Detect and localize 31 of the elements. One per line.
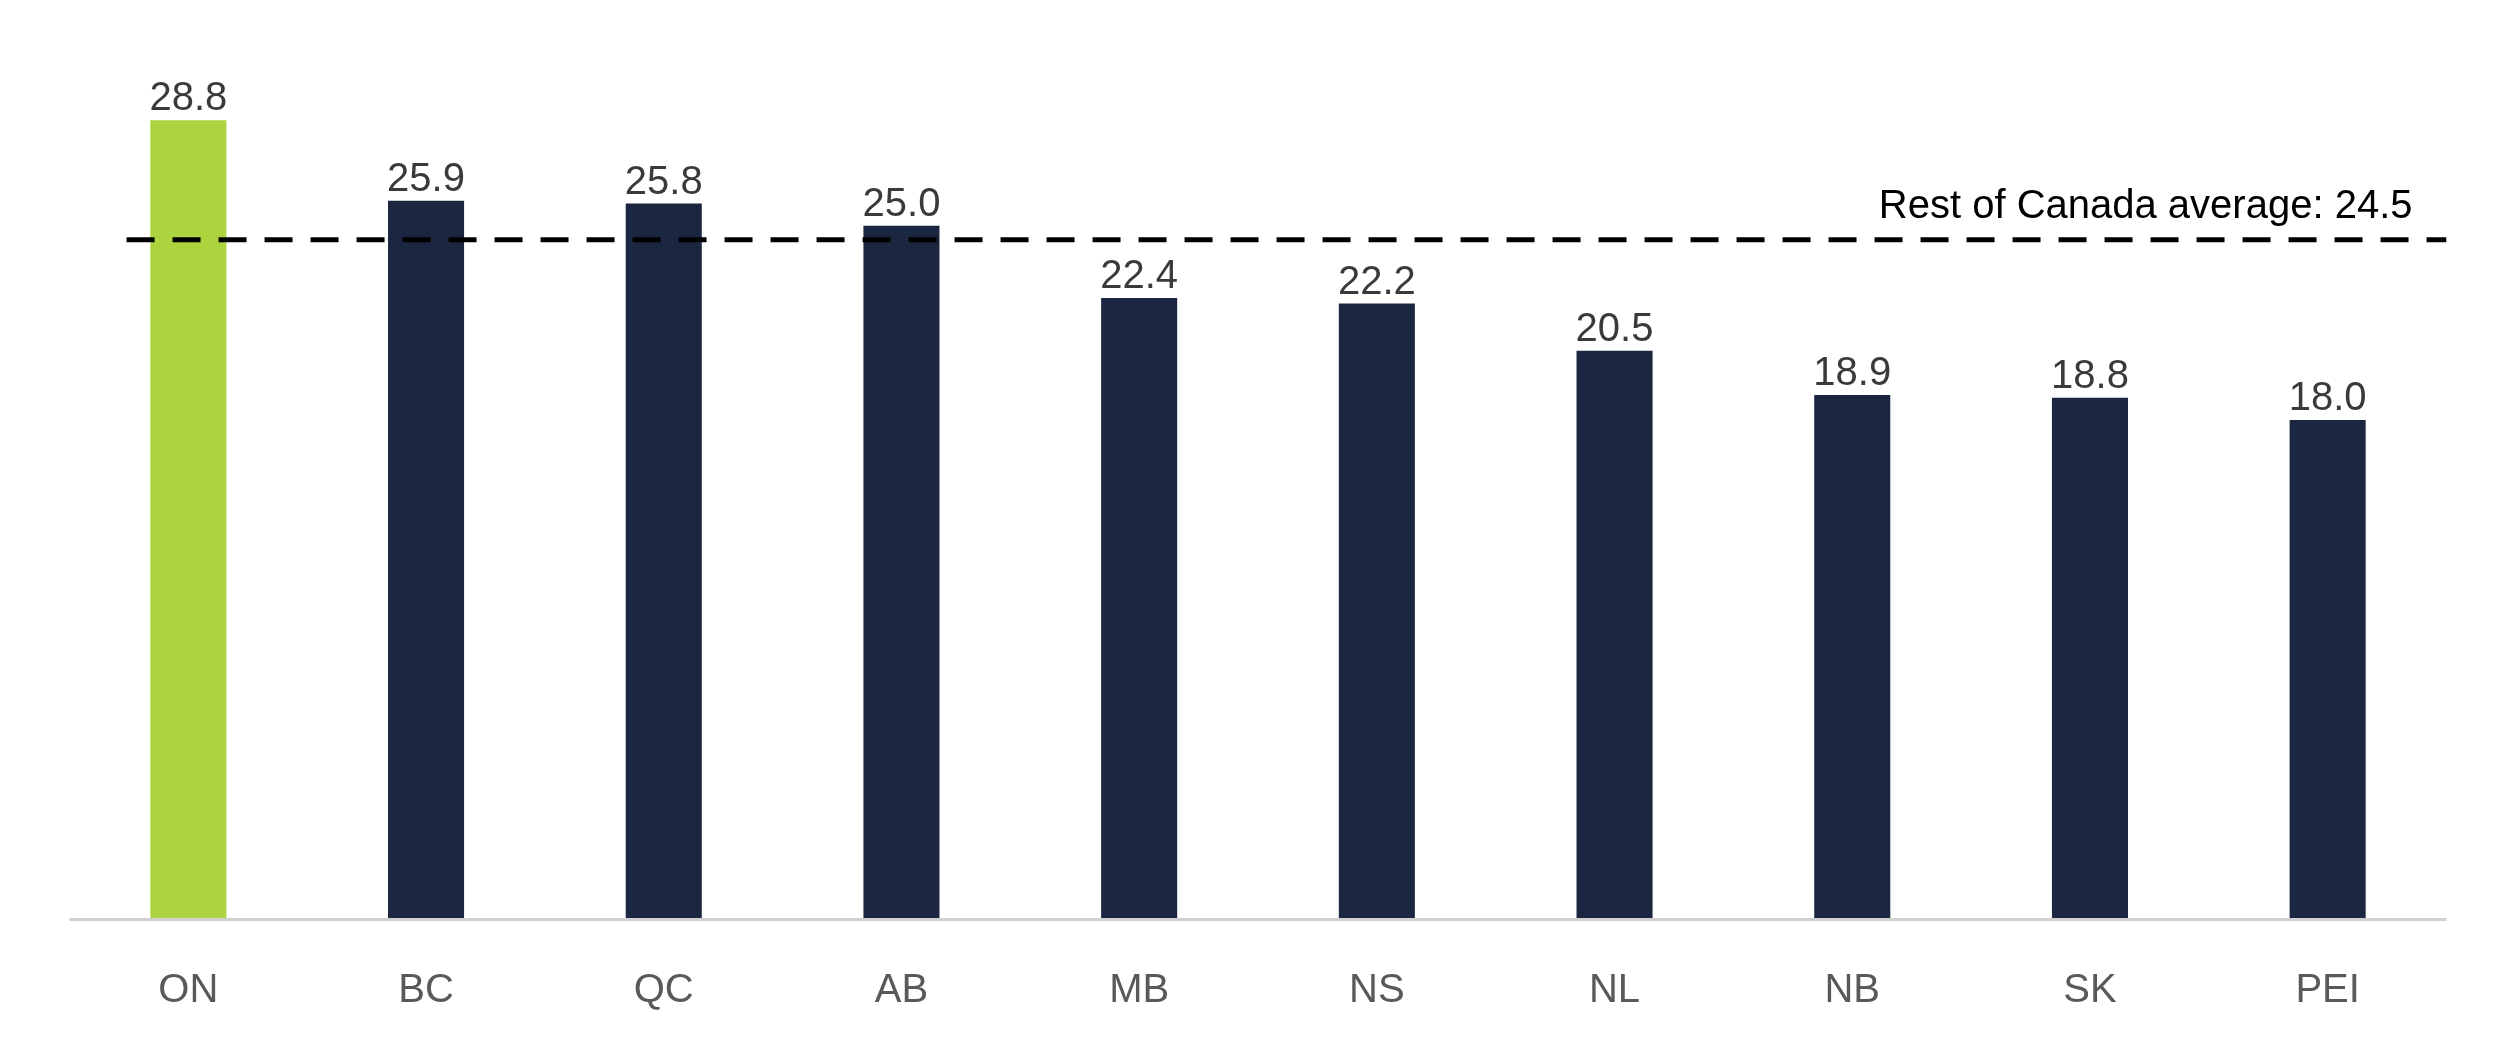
bar bbox=[1814, 395, 1891, 920]
bar bbox=[625, 203, 702, 920]
x-tick-label: ON bbox=[158, 965, 219, 1010]
ref-line-label: Rest of Canada average: 24.5 bbox=[1878, 181, 2413, 226]
bar bbox=[863, 225, 940, 920]
x-tick-label: QC bbox=[633, 965, 694, 1010]
bar bbox=[2051, 397, 2128, 920]
bar bbox=[150, 120, 227, 920]
data-label: 22.2 bbox=[1337, 257, 1416, 302]
bar bbox=[1338, 303, 1415, 920]
bar bbox=[2289, 420, 2366, 920]
x-tick-label: PEI bbox=[2295, 965, 2360, 1010]
x-tick-label: NL bbox=[1588, 965, 1641, 1010]
x-tick-label: BC bbox=[398, 965, 454, 1010]
data-label: 25.0 bbox=[862, 179, 941, 224]
bar bbox=[388, 200, 465, 920]
bar bbox=[1576, 350, 1653, 920]
x-tick-label: AB bbox=[874, 965, 929, 1010]
data-label: 18.0 bbox=[2288, 374, 2367, 419]
data-label: 25.8 bbox=[624, 157, 703, 202]
data-label: 25.9 bbox=[387, 154, 465, 199]
x-tick-label: SK bbox=[2063, 965, 2117, 1010]
data-label: 20.5 bbox=[1575, 304, 1654, 349]
data-label: 18.9 bbox=[1813, 349, 1892, 394]
data-label: 28.8 bbox=[149, 74, 228, 119]
x-tick-label: NS bbox=[1349, 965, 1405, 1010]
data-label: 22.4 bbox=[1100, 251, 1179, 296]
x-tick-label: MB bbox=[1109, 965, 1170, 1010]
x-tick-label: NB bbox=[1824, 965, 1881, 1010]
bar bbox=[1101, 297, 1178, 920]
data-label: 18.8 bbox=[2051, 351, 2129, 396]
